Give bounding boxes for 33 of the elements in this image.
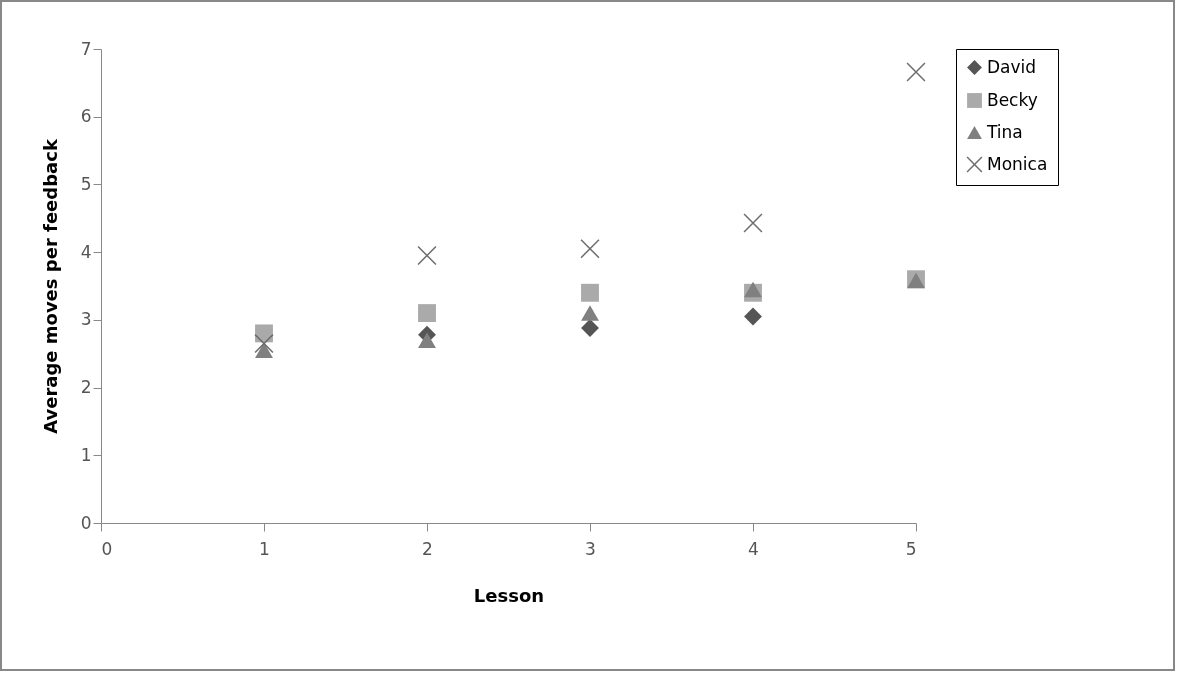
point — [744, 281, 762, 298]
y-axis-title: Average moves per feedback — [39, 138, 61, 434]
y-tick-label: 0 — [80, 512, 92, 533]
y-tick-label: 1 — [80, 444, 92, 465]
x-tick-label: 0 — [101, 538, 113, 559]
legend-label: David — [987, 56, 1037, 77]
point — [255, 324, 273, 343]
point — [743, 213, 763, 233]
legend-label: Tina — [986, 121, 1023, 142]
x-tick-label: 1 — [259, 538, 270, 559]
y-tick-label: 3 — [80, 309, 92, 330]
y-tick-label: 2 — [80, 377, 92, 398]
y-tick-label: 7 — [80, 38, 92, 59]
point — [744, 307, 762, 326]
point — [255, 342, 273, 359]
point — [254, 333, 274, 354]
point — [581, 305, 599, 321]
x-tick-label: 3 — [585, 538, 596, 559]
x-axis-title: Lesson — [473, 584, 545, 606]
x-tick-label: 4 — [748, 538, 759, 559]
point — [581, 283, 599, 302]
y-tick-label: 5 — [80, 173, 92, 194]
y-tick-label: 6 — [80, 106, 92, 127]
y-tick-label: 4 — [80, 241, 92, 262]
x-tick-label: 2 — [422, 538, 433, 559]
point — [418, 332, 436, 348]
legend-label: Becky — [987, 89, 1038, 110]
point — [906, 62, 926, 82]
x-tick-label: 5 — [905, 538, 917, 559]
point — [418, 304, 436, 323]
legend-label: Monica — [987, 153, 1048, 174]
point — [417, 245, 437, 266]
point — [580, 239, 600, 259]
